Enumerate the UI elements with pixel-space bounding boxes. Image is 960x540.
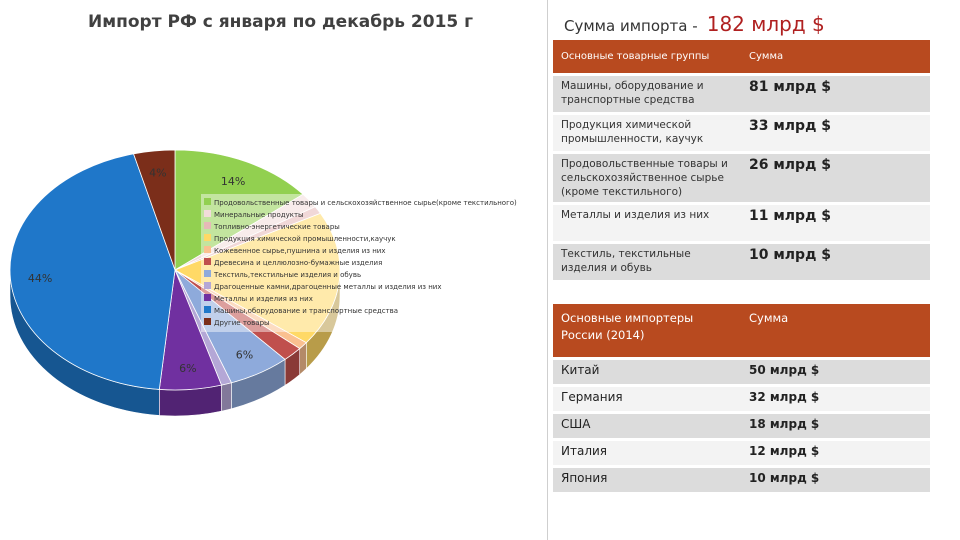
table-row: Продовольственные товары и сельскохозяйс…	[553, 151, 930, 204]
importers-table: Основные импортеры России (2014) Сумма К…	[553, 304, 930, 492]
table-header-row: Основные товарные группы Сумма	[553, 40, 930, 75]
group-name: Продукция химической промышленности, кау…	[553, 112, 741, 153]
legend-entry-2: Минеральные продукты	[214, 211, 304, 219]
legend-swatch-8	[204, 282, 211, 289]
pie-slices	[9, 149, 341, 391]
group-name: Продовольственные товары и сельскохозяйс…	[553, 151, 741, 204]
legend-entry-10: Машины,оборудование и транспортные средс…	[214, 307, 398, 315]
table-row: США 18 млрд $	[553, 411, 930, 440]
table-row: Продукция химической промышленности, кау…	[553, 112, 930, 153]
header-sum: Сумма	[741, 304, 930, 359]
import-total-heading: Сумма импорта - 182 млрд $	[564, 12, 825, 36]
header-importers: Основные импортеры России (2014)	[553, 304, 741, 359]
legend-swatch-4	[204, 234, 211, 241]
legend-entry-4: Продукция химической промышленности,кауч…	[214, 235, 396, 243]
table-header-row: Основные импортеры России (2014) Сумма	[553, 304, 930, 359]
group-sum: 26 млрд $	[741, 151, 930, 204]
pie-slice-11-label: 4%	[149, 166, 166, 179]
country-sum: 12 млрд $	[741, 438, 930, 467]
legend-swatch-3	[204, 222, 211, 229]
header-groups: Основные товарные группы	[553, 40, 741, 75]
group-name: Текстиль, текстильные изделия и обувь	[553, 241, 741, 280]
legend-swatch-6	[204, 258, 211, 265]
chart-legend: Продовольственные товары и сельскохозяйс…	[201, 194, 526, 332]
pie-slice-10-label: 44%	[28, 272, 52, 285]
legend-swatch-9	[204, 294, 211, 301]
country-sum: 50 млрд $	[741, 357, 930, 386]
pie-slice-9-label: 6%	[179, 362, 196, 375]
pie-chart-title: Импорт РФ с января по декабрь 2015 г	[88, 12, 474, 32]
legend-entry-3: Топливно-энергетические товары	[213, 223, 340, 231]
table-row: Германия 32 млрд $	[553, 384, 930, 413]
import-total-value: 182 млрд $	[706, 12, 825, 36]
legend-entry-8: Драгоценные камни,драгоценные металлы и …	[214, 283, 441, 291]
legend-entry-9: Металлы и изделия из них	[214, 295, 313, 303]
country-sum: 18 млрд $	[741, 411, 930, 440]
country-sum: 10 млрд $	[741, 465, 930, 492]
legend-swatch-2	[204, 210, 211, 217]
legend-entry-7: Текстиль,текстильные изделия и обувь	[213, 271, 361, 279]
legend-swatch-1	[204, 198, 211, 205]
legend-swatch-5	[204, 246, 211, 253]
country-name: Япония	[553, 465, 741, 492]
country-name: Китай	[553, 357, 741, 386]
legend-entry-6: Древесина и целлюлозно-бумажные изделия	[214, 259, 382, 267]
country-sum: 32 млрд $	[741, 384, 930, 413]
commodity-groups-table: Основные товарные группы Сумма Машины, о…	[553, 40, 930, 280]
pie-slice-10	[9, 153, 176, 390]
group-sum: 81 млрд $	[741, 73, 930, 114]
pie-slice-11	[133, 149, 176, 271]
pie-slice-7-label: 6%	[236, 348, 253, 361]
table-row: Китай 50 млрд $	[553, 357, 930, 386]
table-row: Япония 10 млрд $	[553, 465, 930, 492]
group-name: Машины, оборудование и транспортные сред…	[553, 73, 741, 114]
header-sum: Сумма	[741, 40, 930, 75]
pie-slice-1-label: 14%	[221, 175, 245, 188]
country-name: Италия	[553, 438, 741, 467]
country-name: США	[553, 411, 741, 440]
pie-slice-8-side	[221, 382, 232, 412]
pie-chart: 14% 6% 6% 44% 4% Продовольственные товары и …	[9, 149, 526, 417]
legend-swatch-10	[204, 306, 211, 313]
table-row: Италия 12 млрд $	[553, 438, 930, 467]
legend-entry-5: Кожевенное сырье,пушнина и изделия из ни…	[214, 247, 386, 255]
legend-swatch-7	[204, 270, 211, 277]
group-sum: 10 млрд $	[741, 241, 930, 280]
group-sum: 11 млрд $	[741, 202, 930, 243]
legend-swatch-11	[204, 318, 211, 325]
column-divider	[547, 0, 548, 540]
country-name: Германия	[553, 384, 741, 413]
table-row: Текстиль, текстильные изделия и обувь 10…	[553, 241, 930, 280]
pie-slice-4	[174, 212, 341, 344]
legend-entry-11: Другие товары	[214, 319, 270, 327]
legend-entry-1: Продовольственные товары и сельскохозяйс…	[214, 199, 517, 207]
pie-labels: 14% 6% 6% 44% 4%	[28, 166, 253, 375]
import-total-label: Сумма импорта -	[564, 17, 698, 35]
table-row: Машины, оборудование и транспортные сред…	[553, 73, 930, 114]
table-row: Металлы и изделия из них 11 млрд $	[553, 202, 930, 243]
group-sum: 33 млрд $	[741, 112, 930, 153]
group-name: Металлы и изделия из них	[553, 202, 741, 243]
pie-sides	[9, 269, 341, 417]
legend-background	[201, 194, 526, 332]
